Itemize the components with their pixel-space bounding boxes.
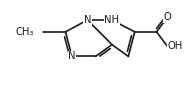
Text: NH: NH [104, 15, 119, 25]
Text: N: N [84, 15, 91, 25]
Text: OH: OH [168, 41, 183, 51]
Text: N: N [68, 51, 76, 61]
Text: O: O [164, 12, 171, 22]
Text: CH₃: CH₃ [15, 27, 34, 37]
